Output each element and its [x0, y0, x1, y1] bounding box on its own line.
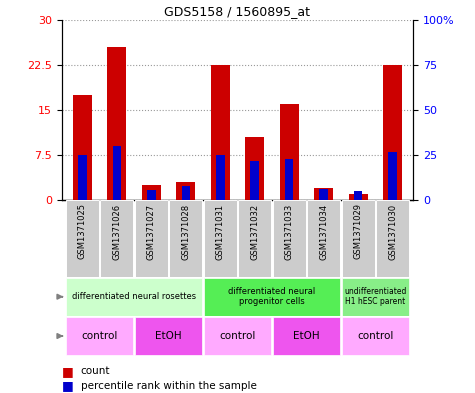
- Text: GSM1371033: GSM1371033: [285, 204, 294, 260]
- Bar: [216, 155, 225, 200]
- Bar: [342, 317, 409, 355]
- Text: GSM1371025: GSM1371025: [78, 204, 87, 259]
- Text: ■: ■: [62, 365, 74, 378]
- Text: control: control: [219, 331, 256, 341]
- Bar: [204, 200, 237, 277]
- Bar: [107, 47, 126, 200]
- Bar: [135, 200, 168, 277]
- Bar: [376, 200, 409, 277]
- Bar: [66, 278, 202, 316]
- Bar: [342, 200, 375, 277]
- Bar: [273, 317, 340, 355]
- Bar: [273, 200, 306, 277]
- Bar: [204, 278, 340, 316]
- Bar: [285, 159, 294, 200]
- Text: GSM1371026: GSM1371026: [113, 204, 122, 260]
- Bar: [73, 95, 92, 200]
- Bar: [113, 146, 121, 200]
- Bar: [142, 185, 161, 200]
- Title: GDS5158 / 1560895_at: GDS5158 / 1560895_at: [164, 6, 311, 18]
- Text: GSM1371027: GSM1371027: [147, 204, 156, 260]
- Bar: [211, 65, 230, 200]
- Bar: [100, 200, 133, 277]
- Text: GSM1371030: GSM1371030: [388, 204, 397, 260]
- Text: GSM1371031: GSM1371031: [216, 204, 225, 260]
- Text: EtOH: EtOH: [155, 331, 182, 341]
- Text: GSM1371034: GSM1371034: [319, 204, 328, 260]
- Bar: [78, 155, 87, 200]
- Bar: [66, 200, 99, 277]
- Bar: [204, 317, 271, 355]
- Bar: [388, 152, 397, 200]
- Bar: [354, 191, 362, 200]
- Bar: [342, 278, 409, 316]
- Text: ■: ■: [62, 379, 74, 393]
- Bar: [250, 161, 259, 200]
- Bar: [147, 189, 156, 200]
- Text: EtOH: EtOH: [293, 331, 320, 341]
- Bar: [383, 65, 402, 200]
- Bar: [319, 189, 328, 200]
- Bar: [238, 200, 271, 277]
- Bar: [66, 317, 133, 355]
- Bar: [280, 104, 299, 200]
- Text: GSM1371028: GSM1371028: [181, 204, 190, 260]
- Text: GSM1371029: GSM1371029: [353, 204, 362, 259]
- Text: undifferentiated
H1 hESC parent: undifferentiated H1 hESC parent: [344, 287, 407, 307]
- Text: control: control: [357, 331, 393, 341]
- Bar: [135, 317, 202, 355]
- Bar: [314, 188, 333, 200]
- Bar: [245, 137, 264, 200]
- Bar: [307, 200, 340, 277]
- Bar: [176, 182, 195, 200]
- Bar: [169, 200, 202, 277]
- Text: percentile rank within the sample: percentile rank within the sample: [81, 381, 256, 391]
- Text: control: control: [82, 331, 118, 341]
- Bar: [349, 195, 368, 200]
- Text: count: count: [81, 366, 110, 376]
- Text: differentiated neural rosettes: differentiated neural rosettes: [72, 292, 196, 301]
- Bar: [181, 186, 190, 200]
- Text: differentiated neural
progenitor cells: differentiated neural progenitor cells: [228, 287, 315, 307]
- Text: GSM1371032: GSM1371032: [250, 204, 259, 260]
